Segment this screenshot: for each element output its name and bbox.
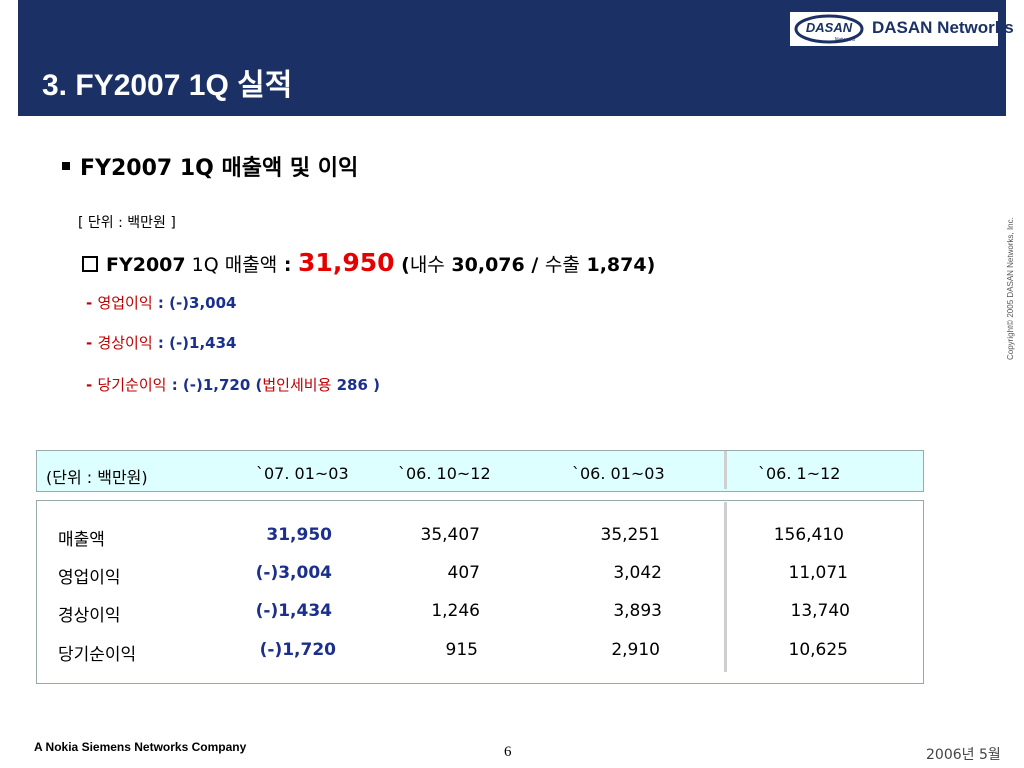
dash: -	[86, 294, 98, 312]
table-cell: 407	[447, 563, 480, 583]
ordinary-income-line: - 경상이익 : (-)1,434	[86, 332, 236, 353]
revenue-summary: FY2007 1Q 매출액 : 31,950 (내수 30,076 / 수출 1…	[82, 248, 655, 277]
section-heading-text: FY2007 1Q 매출액 및 이익	[80, 156, 359, 181]
table-cell: 11,071	[788, 563, 848, 583]
row-label-ordinary-income: 경상이익	[58, 606, 121, 626]
logo-mark-sub: Networks	[835, 37, 856, 43]
table-header-col1: `07. 01~03	[256, 464, 349, 483]
page-number: 6	[504, 744, 512, 760]
domestic-label: 내수	[409, 254, 445, 276]
net-income-line: - 당기순이익 : (-)1,720 (법인세비용 286 )	[86, 374, 380, 395]
table-cell: 35,251	[600, 525, 660, 545]
export-label: 수출	[544, 254, 580, 276]
row-label-net-income: 당기순이익	[58, 645, 137, 665]
table-cell: (-)1,720	[259, 640, 336, 660]
table-cell: 3,893	[613, 601, 662, 621]
table-cell: (-)1,434	[255, 601, 332, 621]
square-bullet-icon	[62, 162, 70, 170]
ordinary-income-value: : (-)1,434	[152, 334, 237, 352]
checkbox-bullet-icon	[82, 256, 98, 272]
logo-mark-text: DASAN	[806, 20, 853, 35]
tax-value: 286 )	[331, 376, 381, 394]
footer-company: A Nokia Siemens Networks Company	[34, 740, 247, 754]
operating-income-label: 영업이익	[97, 294, 153, 312]
table-cell: 3,042	[613, 563, 662, 583]
dash: -	[86, 334, 98, 352]
summary-open: (	[394, 254, 410, 276]
table-header-col4: `06. 1~12	[758, 464, 841, 483]
table-header-row	[36, 450, 924, 492]
column-divider	[724, 502, 727, 672]
table-cell: 915	[445, 640, 478, 660]
summary-prefix-rest: 1Q 매출액	[185, 254, 278, 276]
copyright-notice: Copyright© 2005 DASAN Networks, Inc.	[1006, 217, 1015, 360]
table-cell: 2,910	[611, 640, 660, 660]
table-cell: 13,740	[790, 601, 850, 621]
row-label-revenue: 매출액	[58, 530, 105, 550]
summary-prefix: FY2007	[106, 254, 186, 276]
table-header-col2: `06. 10~12	[398, 464, 491, 483]
slide-title: 3. FY2007 1Q 실적	[42, 69, 293, 102]
domestic-value: 30,076 /	[444, 254, 545, 276]
table-cell: (-)3,004	[255, 563, 332, 583]
table-cell: 1,246	[431, 601, 480, 621]
dash: -	[86, 376, 98, 394]
table-header-col3: `06. 01~03	[572, 464, 665, 483]
logo-text: DASAN Networks	[872, 18, 1014, 37]
table-cell: 156,410	[773, 525, 844, 545]
operating-income-line: - 영업이익 : (-)3,004	[86, 292, 236, 313]
row-label-operating-income: 영업이익	[58, 568, 121, 588]
financial-table	[36, 500, 924, 684]
dasan-logo-mark: DASAN Networks	[794, 14, 864, 44]
footer-date: 2006년 5월	[926, 747, 1001, 763]
net-income-label: 당기순이익	[97, 376, 167, 394]
tax-label: 법인세비용	[262, 376, 332, 394]
table-cell: 35,407	[420, 525, 480, 545]
operating-income-value: : (-)3,004	[152, 294, 237, 312]
unit-note: [ 단위 : 백만원 ]	[78, 215, 176, 231]
table-header-unit: (단위 : 백만원)	[46, 468, 148, 487]
company-logo: DASAN Networks DASAN Networks	[790, 12, 1014, 46]
export-value: 1,874)	[579, 254, 656, 276]
net-income-value: : (-)1,720 (	[166, 376, 263, 394]
summary-colon: :	[277, 254, 299, 276]
column-divider	[724, 451, 727, 489]
section-heading: FY2007 1Q 매출액 및 이익	[62, 150, 358, 182]
table-cell: 31,950	[266, 525, 332, 545]
revenue-total: 31,950	[298, 248, 395, 277]
ordinary-income-label: 경상이익	[97, 334, 153, 352]
table-cell: 10,625	[788, 640, 848, 660]
